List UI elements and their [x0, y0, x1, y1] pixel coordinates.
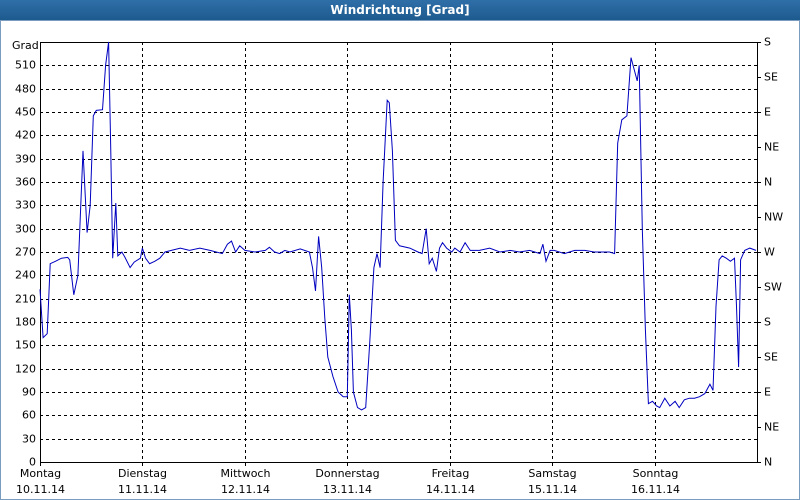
- y-tick-label: 510: [15, 59, 36, 72]
- y-tick-label: 420: [15, 129, 36, 142]
- y-tick-label: 210: [15, 293, 36, 306]
- y-tick-label: 390: [15, 153, 36, 166]
- y-tick-label: 60: [22, 409, 36, 422]
- x-tick-date: 16.11.14: [631, 483, 680, 496]
- y2-tick-label: S: [764, 316, 771, 329]
- y-tick-label: 270: [15, 246, 36, 259]
- y-axis-label: Grad: [12, 39, 39, 52]
- y2-tick-label: SE: [764, 351, 778, 364]
- x-tick-label: Sonntag: [633, 467, 679, 480]
- x-tick-label: Montag: [20, 467, 61, 480]
- y-tick-label: 450: [15, 106, 36, 119]
- frame: [0, 20, 800, 500]
- y2-tick-label: E: [764, 386, 771, 399]
- y-tick-label: 360: [15, 176, 36, 189]
- y2-tick-label: SE: [764, 71, 778, 84]
- y-tick-label: 300: [15, 223, 36, 236]
- y-tick-label: 150: [15, 339, 36, 352]
- y2-tick-label: NE: [764, 141, 779, 154]
- y2-tick-label: N: [764, 176, 772, 189]
- y-tick-label: 480: [15, 83, 36, 96]
- y2-tick-label: S: [764, 36, 771, 49]
- title-bar: Windrichtung [Grad]: [0, 0, 800, 20]
- y2-tick-label: W: [764, 246, 775, 259]
- x-tick-label: Freitag: [432, 467, 470, 480]
- x-tick-date: 12.11.14: [221, 483, 270, 496]
- y-tick-label: 330: [15, 199, 36, 212]
- y2-tick-label: E: [764, 106, 771, 119]
- x-tick-date: 11.11.14: [118, 483, 167, 496]
- y2-tick-label: N: [764, 456, 772, 469]
- y2-tick-label: NE: [764, 421, 779, 434]
- y2-tick-label: NW: [764, 211, 783, 224]
- y-tick-label: 30: [22, 433, 36, 446]
- x-tick-label: Samstag: [528, 467, 576, 480]
- x-tick-date: 15.11.14: [528, 483, 577, 496]
- x-tick-label: Dienstag: [118, 467, 167, 480]
- x-tick-date: 13.11.14: [323, 483, 372, 496]
- y-tick-label: 90: [22, 386, 36, 399]
- x-tick-date: 14.11.14: [426, 483, 475, 496]
- y2-tick-label: SW: [764, 281, 782, 294]
- y-tick-label: 240: [15, 269, 36, 282]
- y-tick-label: 0: [29, 456, 36, 469]
- x-tick-date: 10.11.14: [16, 483, 65, 496]
- x-tick-label: Donnerstag: [315, 467, 379, 480]
- y-tick-label: 120: [15, 363, 36, 376]
- y-tick-label: 180: [15, 316, 36, 329]
- plot-area: [40, 42, 758, 463]
- x-tick-label: Mittwoch: [221, 467, 271, 480]
- data-line: [39, 41, 757, 411]
